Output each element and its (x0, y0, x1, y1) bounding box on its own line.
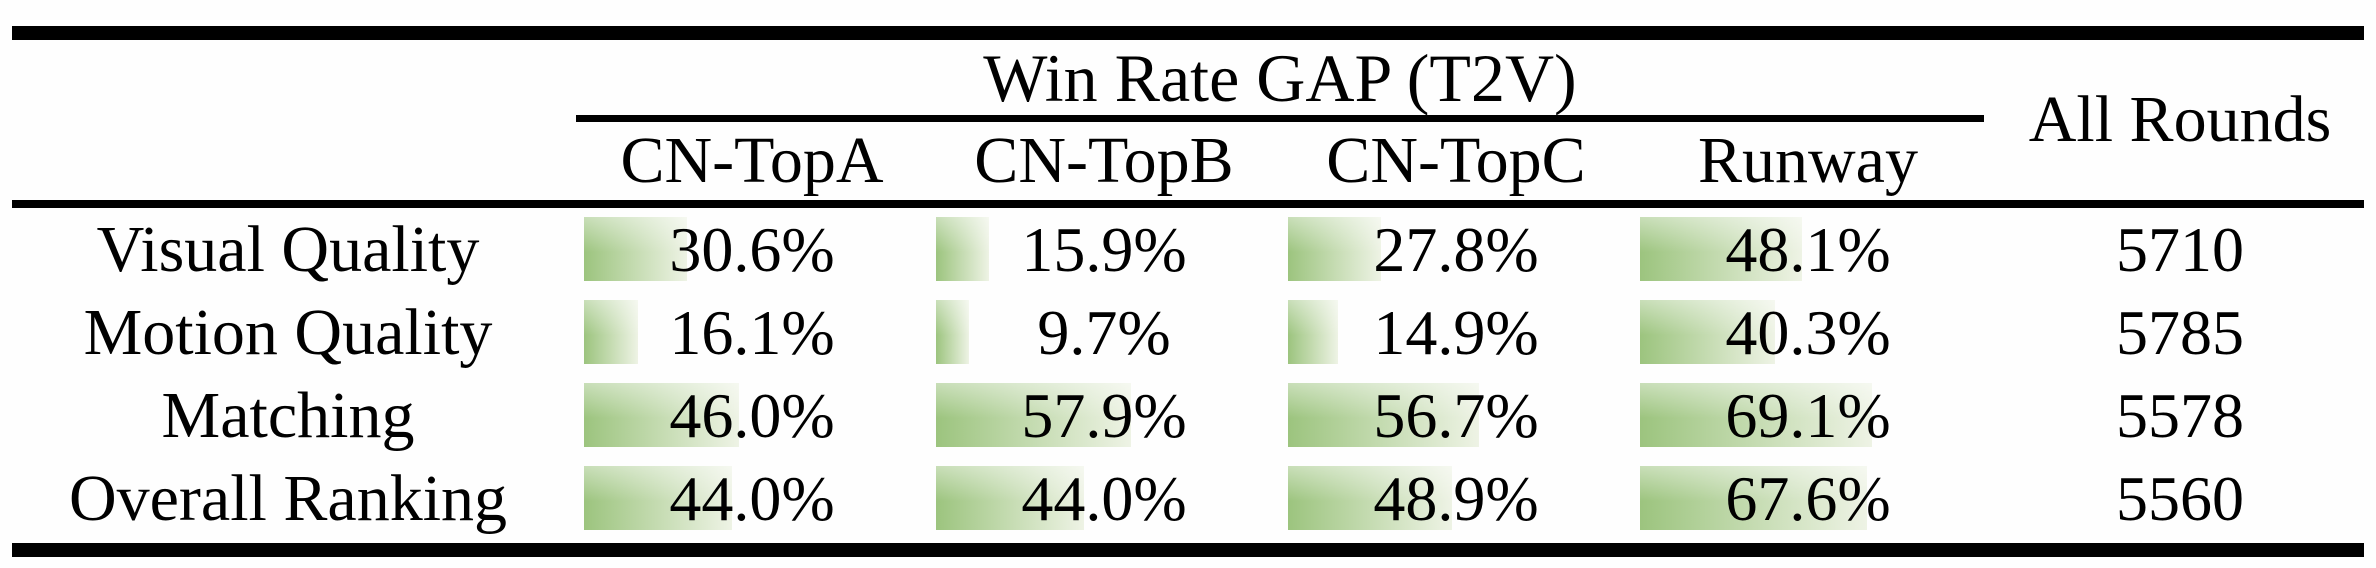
win-rate-value: 27.8% (1373, 213, 1539, 285)
top-rule (12, 26, 2364, 40)
win-rate-value: 14.9% (1373, 296, 1539, 368)
header-rule (12, 200, 2364, 208)
column-header-runway: Runway (1698, 124, 1918, 197)
all-rounds-header: All Rounds (2028, 83, 2332, 156)
win-rate-bar (1288, 217, 1382, 281)
value-cell: 27.8% (1280, 208, 1632, 291)
win-rate-value: 57.9% (1021, 379, 1187, 451)
win-rate-bar (584, 300, 639, 364)
win-rate-bar (584, 217, 687, 281)
all-rounds-value: 5785 (2116, 296, 2244, 368)
value-cell: 44.0% (576, 457, 928, 540)
win-rate-value: 16.1% (669, 296, 835, 368)
win-rate-bar (1640, 300, 1776, 364)
value-cell: 69.1% (1632, 374, 1984, 457)
value-cell: 56.7% (1280, 374, 1632, 457)
win-rate-bar (1640, 217, 1802, 281)
win-rate-bar (936, 383, 1131, 447)
row-label-overall-ranking: Overall Ranking (68, 461, 508, 535)
column-header-cn-topc: CN-TopC (1326, 124, 1586, 197)
value-cell: 15.9% (928, 208, 1280, 291)
value-cell: 14.9% (1280, 291, 1632, 374)
win-rate-bar (584, 383, 739, 447)
win-rate-bar (936, 300, 969, 364)
win-rate-value: 56.7% (1373, 379, 1539, 451)
bottom-rule (12, 543, 2364, 557)
value-cell: 48.1% (1632, 208, 1984, 291)
value-cell: 16.1% (576, 291, 928, 374)
win-rate-bar (936, 466, 1084, 530)
all-rounds-value: 5710 (2116, 213, 2244, 285)
all-rounds-value: 5560 (2116, 462, 2244, 534)
value-cell: 40.3% (1632, 291, 1984, 374)
win-rate-value: 44.0% (669, 462, 835, 534)
win-rate-bar (1640, 383, 1873, 447)
column-header-cn-topb: CN-TopB (974, 124, 1234, 197)
table-title: Win Rate GAP (T2V) (983, 39, 1577, 116)
value-cell: 48.9% (1280, 457, 1632, 540)
row-label-motion-quality: Motion Quality (83, 295, 493, 369)
win-rate-bar (1288, 466, 1453, 530)
value-cell: 44.0% (928, 457, 1280, 540)
win-rate-bar (1288, 300, 1339, 364)
value-cell: 46.0% (576, 374, 928, 457)
win-rate-bar (936, 217, 990, 281)
win-rate-bar (1640, 466, 1868, 530)
all-rounds-value: 5578 (2116, 379, 2244, 451)
row-label-visual-quality: Visual Quality (96, 212, 480, 286)
win-rate-bar (1288, 383, 1479, 447)
win-rate-value: 48.1% (1725, 213, 1891, 285)
win-rate-value: 44.0% (1021, 462, 1187, 534)
win-rate-bar (584, 466, 732, 530)
value-cell: 30.6% (576, 208, 928, 291)
value-cell: 67.6% (1632, 457, 1984, 540)
row-label-matching: Matching (161, 378, 415, 452)
win-rate-value: 46.0% (669, 379, 835, 451)
spanner-rule (576, 115, 1984, 122)
value-cell: 57.9% (928, 374, 1280, 457)
column-header-cn-topa: CN-TopA (620, 124, 884, 197)
win-rate-value: 15.9% (1021, 213, 1187, 285)
win-rate-value: 48.9% (1373, 462, 1539, 534)
value-cell: 9.7% (928, 291, 1280, 374)
win-rate-value: 9.7% (1037, 296, 1171, 368)
win-rate-value: 69.1% (1725, 379, 1891, 451)
win-rate-value: 67.6% (1725, 462, 1891, 534)
win-rate-value: 30.6% (669, 213, 835, 285)
win-rate-value: 40.3% (1725, 296, 1891, 368)
